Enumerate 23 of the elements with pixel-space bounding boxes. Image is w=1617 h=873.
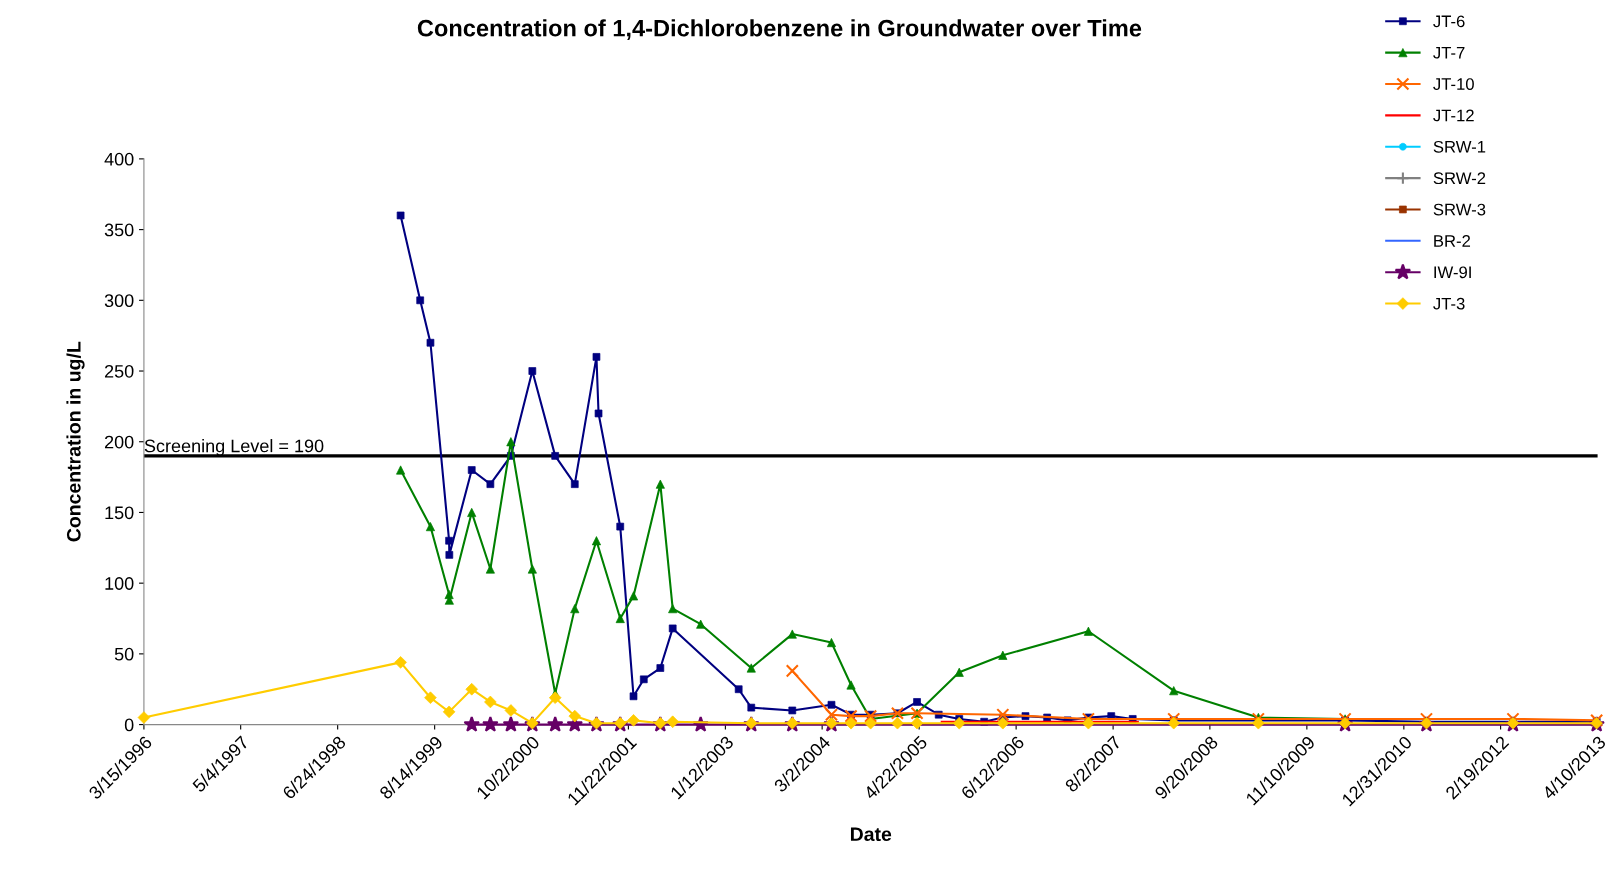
x-axis-title: Date <box>850 827 892 842</box>
legend-label: JT-3 <box>1433 297 1465 310</box>
y-tick-label: 150 <box>105 506 134 520</box>
y-tick-label: 0 <box>124 718 134 732</box>
y-axis-title: Concentration in ug/L <box>66 341 85 542</box>
y-tick-label: 50 <box>114 647 134 661</box>
legend-label: JT-12 <box>1433 109 1474 122</box>
legend-label: BR-2 <box>1434 235 1471 247</box>
chart-title: Concentration of 1,4-Dichlorobenzene in Groundwater over Time <box>417 19 1142 40</box>
legend-label: IW-9I <box>1434 266 1471 279</box>
y-tick-label: 250 <box>104 364 134 378</box>
legend-label: JT-6 <box>1433 15 1465 28</box>
y-tick-label: 200 <box>104 435 134 449</box>
legend-label: SRW-2 <box>1433 172 1486 185</box>
legend-label: JT-10 <box>1433 78 1474 90</box>
ref-line-label: Screening Level = 190 <box>144 439 324 456</box>
legend-label: JT-7 <box>1433 46 1465 59</box>
legend-label: SRW-3 <box>1433 203 1486 216</box>
legend-label: SRW-1 <box>1433 140 1486 153</box>
y-tick-label: 100 <box>105 577 134 590</box>
y-tick-label: 350 <box>104 223 134 237</box>
y-tick-label: 300 <box>104 294 134 308</box>
y-tick-label: 400 <box>104 152 134 166</box>
